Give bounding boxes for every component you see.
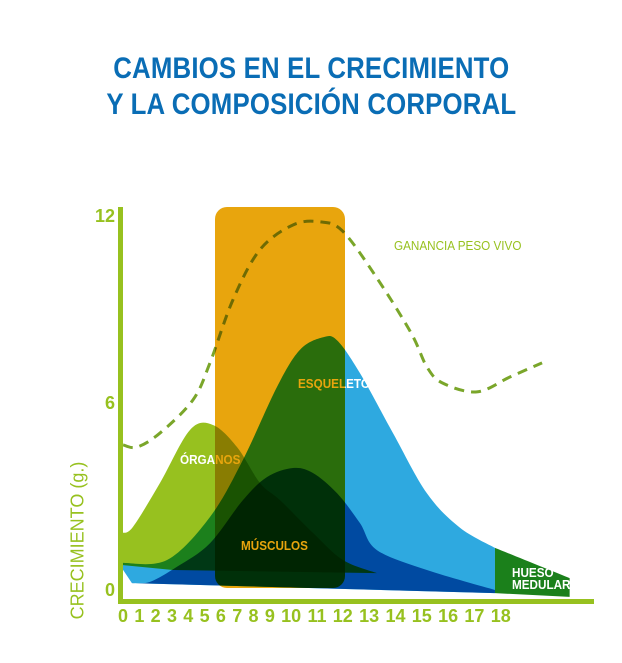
- x-tick-label: 6: [215, 606, 226, 626]
- x-tick-label: 16: [438, 606, 459, 626]
- x-tick-label: 9: [264, 606, 275, 626]
- label-ganancia-peso-vivo: GANANCIA PESO VIVO: [394, 238, 522, 253]
- label-musculos: MÚSCULOS: [241, 538, 308, 553]
- x-tick-label: 10: [281, 606, 302, 626]
- x-tick-label: 7: [232, 606, 243, 626]
- series-ganancia-peso-vivo-line: [122, 219, 543, 450]
- x-tick-label: 13: [359, 606, 380, 626]
- series-hueso-medular-area: [494, 547, 570, 597]
- x-tick-label: 0: [118, 606, 129, 626]
- y-axis-label: CRECIMIENTO (g.): [67, 461, 88, 620]
- highlight-period-rect: [215, 207, 345, 588]
- x-tick-label: 1: [134, 606, 145, 626]
- label-hueso-medular: HUESO MEDULAR: [512, 565, 571, 592]
- x-tick-label: 11: [307, 606, 327, 626]
- chart-title-line-2: Y LA COMPOSICIÓN CORPORAL: [106, 88, 516, 121]
- x-tick-label: 5: [199, 606, 210, 626]
- x-tick-label: 15: [411, 606, 432, 626]
- x-tick-label: 8: [248, 606, 259, 626]
- x-tick-label: 17: [464, 606, 485, 626]
- y-axis: [118, 207, 123, 604]
- x-tick-label: 3: [166, 606, 177, 626]
- x-tick-label: 12: [332, 606, 353, 626]
- x-axis: [118, 599, 594, 604]
- x-tick-label: 2: [150, 606, 161, 626]
- x-tick-label: 18: [490, 606, 511, 626]
- x-tick-label: 14: [385, 606, 406, 626]
- x-tick-label: 4: [183, 606, 194, 626]
- y-tick-label: 12: [94, 206, 115, 226]
- x-tick-labels: 0 1 2 3 4 5 6 7 8 9 10 11 12 13 14 15 16 17 18: [118, 606, 511, 627]
- chart-title-line-1: CAMBIOS EN EL CRECIMIENTO: [112, 52, 510, 85]
- y-tick-label: 6: [104, 393, 115, 413]
- y-tick-label: 0: [104, 580, 115, 600]
